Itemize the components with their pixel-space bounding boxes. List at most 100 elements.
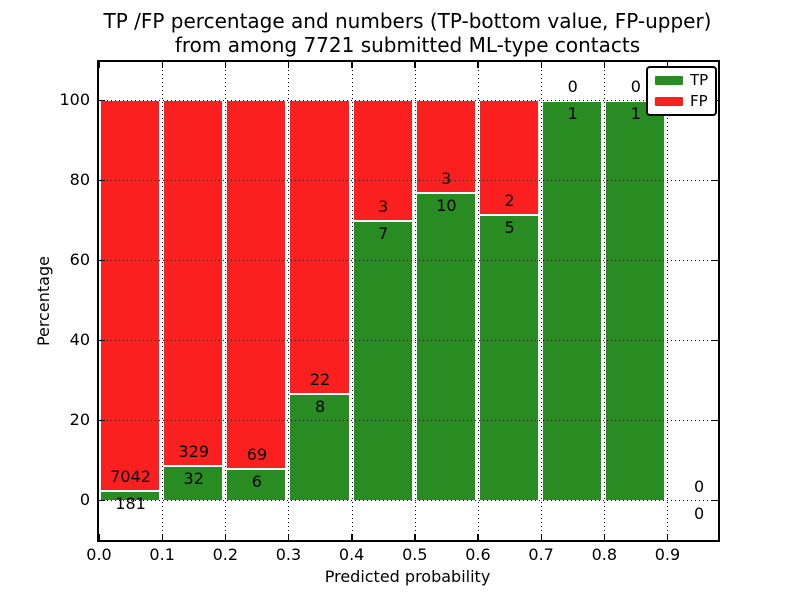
x-tick [351,62,353,68]
x-tick-label: 0.2 [212,545,239,564]
x-tick-label: 0.3 [275,545,302,564]
plot-area: 7042 181 329 32 69 6 22 8 3 7 3 10 2 5 0 1 0 1 0 0 [97,60,720,542]
y-tick-label: 40 [69,330,90,349]
fp-count-label: 0 [567,77,578,96]
x-tick [351,534,353,540]
fp-count-label: 0 [693,477,705,496]
tp-swatch-icon [655,76,683,85]
x-tick [161,62,164,68]
y-tick [99,339,105,341]
x-tick-label: 0.5 [402,545,428,564]
x-tick-label: 0.9 [654,545,681,564]
tp-bar-segment [542,100,603,500]
x-tick [161,534,164,540]
tp-count-label: 1 [630,104,641,123]
x-tick [477,62,479,68]
y-tick [712,339,718,341]
x-gridline [667,62,669,540]
legend-label-fp: FP [690,92,708,110]
tp-bar-segment [226,468,287,500]
y-tick [99,259,105,261]
tp-bar-segment [352,220,413,500]
tp-bar-segment [478,214,540,500]
x-tick [666,534,669,540]
x-gridline [604,62,606,540]
fp-bar-segment [100,100,161,490]
x-tick [287,62,290,68]
y-tick [712,419,718,421]
tp-bar-segment [163,464,224,500]
x-gridline [351,62,353,540]
x-tick [540,534,543,540]
y-gridline [99,180,718,181]
x-tick [666,62,669,68]
fp-bar-segment [289,100,350,394]
x-tick [224,534,227,540]
x-tick [287,534,290,540]
tp-bar-segment [100,489,161,500]
x-tick [98,62,100,68]
tp-count-label: 6 [251,472,262,491]
x-gridline [225,62,227,540]
y-gridline [99,420,718,421]
x-tick [414,62,416,68]
y-tick [99,419,105,421]
fp-count-label: 329 [178,441,209,461]
y-gridline [99,100,718,101]
fp-count-label: 3 [378,197,389,216]
x-gridline [477,62,479,540]
y-tick [99,99,105,101]
y-tick-label: 100 [59,90,90,109]
x-gridline [288,62,290,540]
y-tick [99,499,105,501]
x-tick [603,534,606,540]
x-tick [224,62,227,68]
fp-bar-segment [415,100,476,193]
tp-count-label: 0 [693,504,705,523]
x-tick [540,62,543,68]
fp-count-label: 0 [630,77,641,96]
x-tick [603,62,606,68]
fp-count-label: 7042 [110,466,151,486]
legend-row-tp: TP [655,73,708,88]
tp-bar-segment [605,100,666,500]
tp-count-label: 181 [115,493,146,513]
y-tick-label: 60 [69,250,90,269]
fp-count-label: 22 [309,370,331,390]
y-tick [712,499,718,501]
tp-count-label: 7 [378,224,389,243]
x-gridline [541,62,543,540]
y-tick [99,179,105,181]
tp-count-label: 5 [504,218,515,238]
x-tick [414,534,416,540]
y-gridline [99,260,718,261]
y-axis-label: Percentage [34,256,53,347]
fp-swatch-icon [655,97,683,106]
tp-count-label: 8 [314,397,326,417]
y-gridline [99,340,718,341]
fp-bar-segment [226,100,287,468]
x-tick-label: 0.0 [86,545,112,564]
x-tick-label: 0.7 [528,545,554,564]
legend-row-fp: FP [655,94,708,109]
x-tick-label: 0.4 [338,545,365,564]
x-gridline [414,62,416,540]
tp-bar-segment [289,393,350,500]
chart-title: TP /FP percentage and numbers (TP-bottom… [98,9,717,57]
fp-bar-segment [163,100,224,465]
y-tick-label: 0 [79,490,90,509]
legend-label-tp: TP [690,71,709,89]
tp-count-label: 10 [436,196,457,216]
tp-count-label: 1 [567,104,578,123]
chart-title-line1: TP /FP percentage and numbers (TP-bottom… [103,9,712,33]
y-tick [712,259,718,261]
x-tick [98,534,100,540]
x-tick-label: 0.8 [591,545,618,564]
y-tick-label: 80 [69,170,90,189]
y-tick [712,179,718,181]
fp-count-label: 3 [441,169,452,189]
x-axis-label: Predicted probability [324,567,491,586]
chart-title-line2: from among 7721 submitted ML-type contac… [174,33,641,57]
y-gridline [99,500,718,501]
